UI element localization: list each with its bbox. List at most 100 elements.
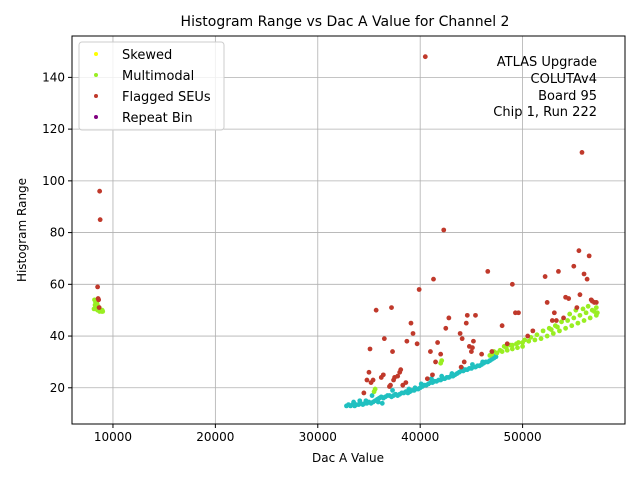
point-multimodal [372,386,378,392]
point-flagged-seus [361,390,367,396]
y-tick-label: 20 [50,381,65,395]
point-flagged-seus [422,54,428,60]
point-multimodal [532,337,538,343]
grid-lines [72,36,625,424]
point-flagged-seus [370,377,376,383]
point-flagged-seus [542,274,548,279]
point-multimodal [516,340,521,345]
point-multimodal [580,306,586,312]
annotation-block: ATLAS Upgrade COLUTAv4 Board 95 Chip 1, … [493,55,597,120]
point-flagged-seus [473,312,478,318]
point-multimodal [559,319,564,325]
point-multimodal [563,325,569,331]
point-flagged-seus [544,300,550,305]
point-flagged-seus [468,349,474,354]
point-flagged-seus [381,336,387,342]
point-flagged-seus [581,271,587,277]
point-flagged-seus [509,281,515,287]
y-tick-label: 60 [50,277,65,291]
point-flagged-seus [549,318,555,323]
point-baseline [363,398,369,404]
point-flagged-seus [551,310,557,316]
point-flagged-seus [577,292,583,298]
annotation-line-2: COLUTAv4 [531,72,597,87]
point-baseline [418,381,424,387]
point-flagged-seus [463,320,469,326]
point-multimodal [509,346,515,352]
point-multimodal [567,311,573,317]
point-flagged-seus [433,359,438,365]
point-flagged-seus [593,300,599,305]
point-multimodal [509,342,515,348]
point-flagged-seus [428,349,433,354]
point-flagged-seus [395,373,401,379]
point-multimodal [487,353,493,358]
point-multimodal [593,305,599,310]
point-flagged-seus [489,349,495,354]
annotation-line-1: ATLAS Upgrade [497,55,597,70]
point-multimodal [555,324,560,330]
point-flagged-seus [470,345,475,351]
point-flagged-seus [373,307,379,313]
y-axis-label: Histogram Range [15,178,29,282]
point-baseline [357,398,363,404]
point-flagged-seus [459,336,465,342]
annotation-line-3: Board 95 [538,89,597,104]
plot-frame [71,35,626,425]
point-flagged-seus [96,305,102,310]
point-baseline [375,399,381,405]
legend: Skewed Multimodal Flagged SEUs Repeat Bi… [78,41,225,131]
point-multimodal [497,347,503,353]
legend-marker-skewed [94,52,98,56]
legend-label-skewed: Skewed [122,48,172,63]
point-flagged-seus [499,323,505,329]
x-axis-label: Dac A Value [312,451,384,465]
point-multimodal [587,315,593,321]
point-flagged-seus [97,188,103,194]
point-multimodal [439,358,445,364]
point-baseline [351,399,357,405]
x-tick-label: 20000 [196,430,234,444]
point-flagged-seus [525,333,531,339]
point-baseline [449,371,455,376]
legend-marker-repeat-bin [94,115,98,119]
legend-label-multimodal: Multimodal [122,69,194,84]
point-flagged-seus [471,338,476,344]
point-flagged-seus [458,364,464,370]
y-tick-label: 100 [42,174,65,188]
point-flagged-seus [431,276,436,282]
point-multimodal [503,345,509,351]
point-multimodal [557,328,562,334]
point-flagged-seus [414,341,420,347]
legend-label-repeat-bin: Repeat Bin [122,111,193,126]
point-baseline [390,387,395,393]
point-multimodal [538,336,544,342]
point-multimodal [581,318,587,323]
y-tick-label: 80 [50,226,65,240]
point-flagged-seus [416,287,422,292]
x-tick-label: 40000 [401,430,439,444]
point-flagged-seus [424,376,430,382]
point-flagged-seus [438,351,444,357]
point-flagged-seus [504,341,510,347]
x-tick-label: 50000 [503,430,541,444]
y-tick-label: 40 [50,329,65,343]
point-flagged-seus [390,349,395,354]
point-flagged-seus [461,359,467,365]
point-flagged-seus [364,377,370,383]
point-multimodal [571,315,577,321]
point-flagged-seus [367,346,373,352]
point-flagged-seus [579,150,585,155]
point-multimodal [583,310,589,316]
point-flagged-seus [388,382,393,388]
point-flagged-seus [389,305,394,310]
point-flagged-seus [553,318,559,323]
point-multimodal [522,337,528,343]
y-tick-label: 140 [42,70,65,84]
point-flagged-seus [571,263,577,269]
point-flagged-seus [435,340,440,345]
point-flagged-seus [479,351,485,357]
point-flagged-seus [584,276,590,282]
point-multimodal [515,345,520,351]
